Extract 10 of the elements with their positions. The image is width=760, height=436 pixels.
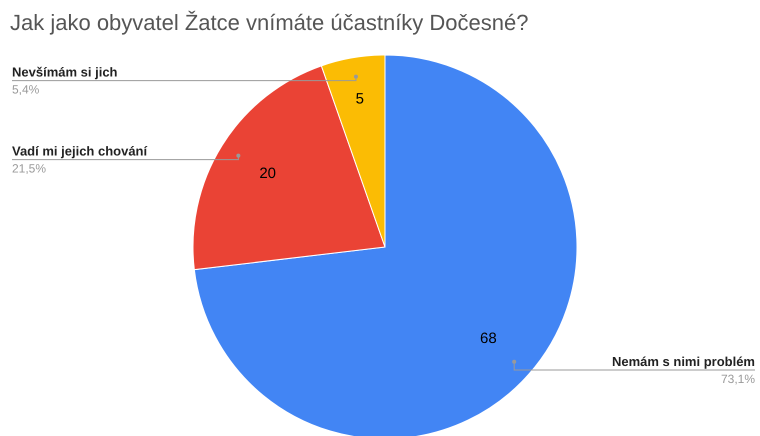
data-label: 5 xyxy=(356,90,364,108)
data-label: 68 xyxy=(480,330,497,347)
slice-label: Nemám s nimi problém xyxy=(612,354,755,369)
text: 5,4% xyxy=(12,82,40,97)
chart-title: Jak jako obyvatel Žatce vnímáte účastníky Dočesné? xyxy=(10,10,528,35)
data-label: 20 xyxy=(259,164,276,182)
slice-label: Vadí mi jejich chování xyxy=(12,144,148,159)
text: 21,5% xyxy=(12,162,46,176)
slice-label: Nevšímám si jich xyxy=(12,64,118,80)
text: 73,1% xyxy=(720,372,756,386)
